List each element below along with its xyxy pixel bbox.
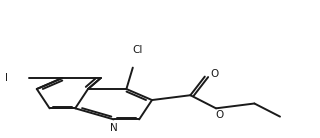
Text: Cl: Cl xyxy=(132,45,143,55)
Text: I: I xyxy=(5,73,8,83)
Text: O: O xyxy=(215,110,223,120)
Text: O: O xyxy=(210,69,219,79)
Text: N: N xyxy=(110,123,117,133)
